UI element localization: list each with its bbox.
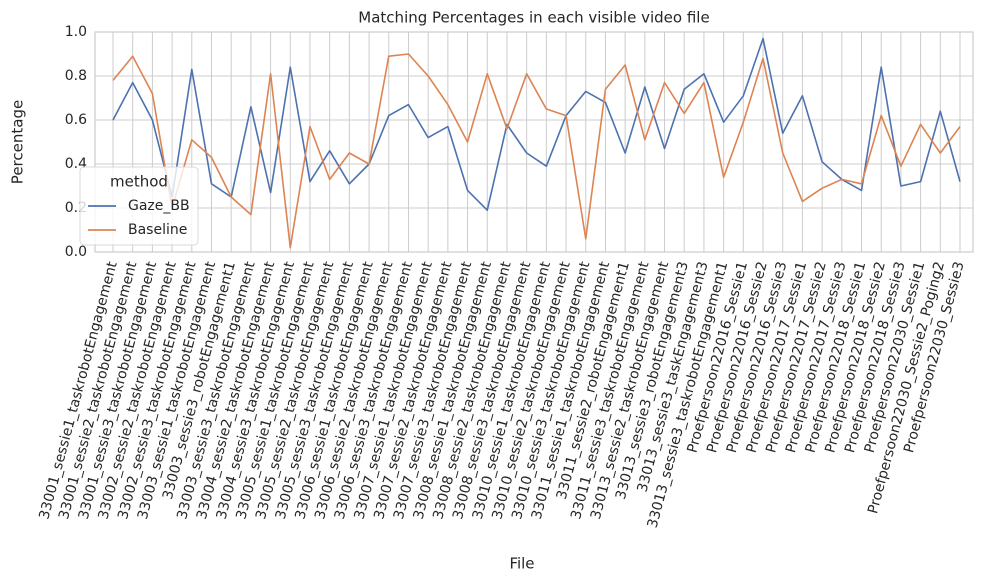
legend-label: Baseline (128, 222, 187, 238)
y-tick-label: 0.0 (65, 244, 87, 260)
y-axis-label: Percentage (9, 100, 27, 184)
plot-frame (94, 31, 974, 253)
line-series (112, 53, 961, 249)
legend: method Gaze_BB Baseline (79, 166, 199, 246)
y-tick-label: 1.0 (65, 24, 87, 40)
x-axis-label: File (509, 555, 534, 573)
legend-title: method (110, 173, 168, 191)
line-series (112, 37, 961, 211)
y-tick-label: 0.6 (65, 112, 87, 128)
y-tick-label: 0.8 (65, 68, 87, 84)
legend-label: Gaze_BB (128, 198, 190, 214)
legend-box (79, 166, 199, 246)
chart-title: Matching Percentages in each visible vid… (358, 9, 709, 27)
